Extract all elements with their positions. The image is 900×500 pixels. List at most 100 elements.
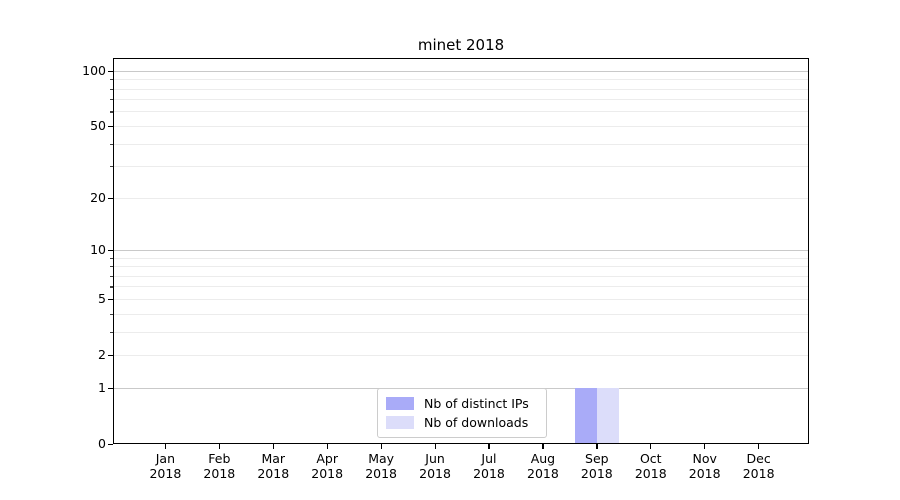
- x-tick-mark: [488, 444, 490, 449]
- y-tick-label: 2: [98, 347, 106, 363]
- bar-sep-nb-of-downloads: [596, 388, 619, 443]
- x-tick-year: 2018: [742, 465, 775, 481]
- y-gridline-minor: [114, 266, 808, 268]
- y-minor-tick-mark: [110, 313, 113, 315]
- chart-title: minet 2018: [417, 36, 505, 54]
- y-minor-tick-mark: [110, 166, 113, 168]
- y-gridline-minor: [114, 111, 808, 113]
- y-gridline-major: [114, 70, 808, 72]
- x-tick-label-dec: Dec 2018: [727, 451, 791, 481]
- x-tick-month: Oct: [639, 451, 662, 466]
- legend-item-nb-of-downloads: Nb of downloads: [386, 415, 538, 430]
- legend: Nb of distinct IPs Nb of downloads: [377, 388, 547, 438]
- x-tick-mark: [218, 444, 221, 449]
- x-tick-mark: [650, 444, 652, 449]
- x-tick-mark: [164, 444, 167, 449]
- x-tick-year: 2018: [311, 465, 344, 481]
- x-tick-month: May: [368, 451, 395, 466]
- x-tick-label-sep: Sep 2018: [565, 451, 629, 481]
- x-tick-label-jul: Jul 2018: [457, 451, 521, 481]
- x-tick-year: 2018: [580, 465, 613, 481]
- y-gridline-major: [114, 249, 808, 251]
- x-tick-month: Dec: [746, 451, 771, 466]
- y-gridline-minor: [114, 275, 808, 277]
- y-minor-tick-mark: [110, 99, 113, 101]
- x-tick-month: Aug: [530, 451, 556, 466]
- x-tick-year: 2018: [634, 465, 667, 481]
- y-tick-mark: [108, 125, 113, 128]
- x-tick-label-jan: Jan 2018: [133, 451, 197, 481]
- y-tick-mark: [108, 197, 113, 199]
- y-tick-mark: [108, 443, 113, 445]
- y-tick-label: 0: [98, 436, 106, 451]
- y-gridline-minor: [114, 257, 808, 259]
- y-minor-tick-mark: [110, 266, 113, 268]
- legend-swatch-nb-of-distinct-ips: [386, 397, 414, 410]
- x-tick-label-may: May 2018: [349, 451, 413, 481]
- y-minor-tick-mark: [110, 143, 113, 145]
- y-minor-tick-mark: [110, 331, 113, 333]
- x-tick-label-aug: Aug 2018: [511, 451, 575, 481]
- x-tick-month: Jan: [155, 451, 176, 466]
- x-tick-year: 2018: [419, 465, 451, 481]
- y-minor-tick-mark: [110, 275, 113, 277]
- x-tick-mark: [542, 444, 544, 449]
- x-tick-month: Jun: [425, 451, 445, 466]
- x-tick-mark: [758, 444, 760, 449]
- x-tick-year: 2018: [473, 465, 505, 481]
- y-gridline-minor: [114, 99, 808, 101]
- y-gridline-minor: [114, 298, 808, 300]
- x-tick-mark: [704, 444, 706, 449]
- x-tick-month: Sep: [585, 451, 609, 466]
- y-gridline-minor: [114, 286, 808, 288]
- x-tick-year: 2018: [257, 465, 290, 481]
- y-minor-tick-mark: [110, 88, 113, 90]
- y-minor-tick-mark: [110, 286, 113, 288]
- y-tick-label: 50: [90, 118, 106, 134]
- bar-sep-nb-of-distinct-ips: [574, 388, 597, 443]
- legend-item-nb-of-distinct-ips: Nb of distinct IPs: [386, 396, 538, 411]
- x-tick-month: Mar: [261, 451, 286, 466]
- x-tick-year: 2018: [365, 465, 398, 481]
- y-tick-mark: [108, 387, 113, 389]
- y-tick-mark: [108, 298, 113, 300]
- y-gridline-minor: [114, 166, 808, 168]
- x-tick-month: Apr: [316, 451, 338, 466]
- y-gridline-minor: [114, 79, 808, 81]
- y-gridline-minor: [114, 125, 808, 127]
- y-gridline-minor: [114, 197, 808, 199]
- x-tick-year: 2018: [203, 465, 236, 481]
- legend-label: Nb of downloads: [424, 415, 529, 430]
- y-gridline-minor: [114, 88, 808, 90]
- x-tick-month: Jul: [481, 451, 497, 466]
- x-tick-label-oct: Oct 2018: [619, 451, 683, 481]
- y-tick-mark: [108, 249, 113, 251]
- y-tick-label: 5: [98, 291, 106, 307]
- legend-label: Nb of distinct IPs: [424, 396, 529, 411]
- y-tick-label: 20: [90, 190, 106, 206]
- y-gridline-minor: [114, 354, 808, 356]
- x-tick-label-feb: Feb 2018: [187, 451, 251, 481]
- plot-area: [113, 58, 809, 444]
- x-tick-month: Feb: [208, 451, 231, 466]
- y-tick-label: 1: [98, 380, 106, 396]
- y-tick-mark: [108, 70, 113, 72]
- x-tick-mark: [272, 444, 274, 449]
- y-minor-tick-mark: [110, 79, 113, 81]
- x-tick-mark: [596, 444, 598, 449]
- x-tick-label-nov: Nov 2018: [673, 451, 737, 481]
- y-tick-label: 10: [90, 242, 106, 258]
- y-minor-tick-mark: [110, 111, 113, 113]
- x-tick-year: 2018: [149, 465, 182, 481]
- y-gridline-minor: [114, 313, 808, 315]
- y-tick-label: 100: [82, 63, 106, 79]
- x-tick-year: 2018: [688, 465, 721, 481]
- x-tick-mark: [434, 444, 436, 449]
- x-tick-month: Nov: [692, 451, 717, 466]
- y-tick-mark: [108, 354, 113, 356]
- x-tick-label-apr: Apr 2018: [295, 451, 359, 481]
- x-tick-mark: [326, 444, 328, 449]
- x-tick-year: 2018: [527, 465, 559, 481]
- x-tick-mark: [380, 444, 382, 449]
